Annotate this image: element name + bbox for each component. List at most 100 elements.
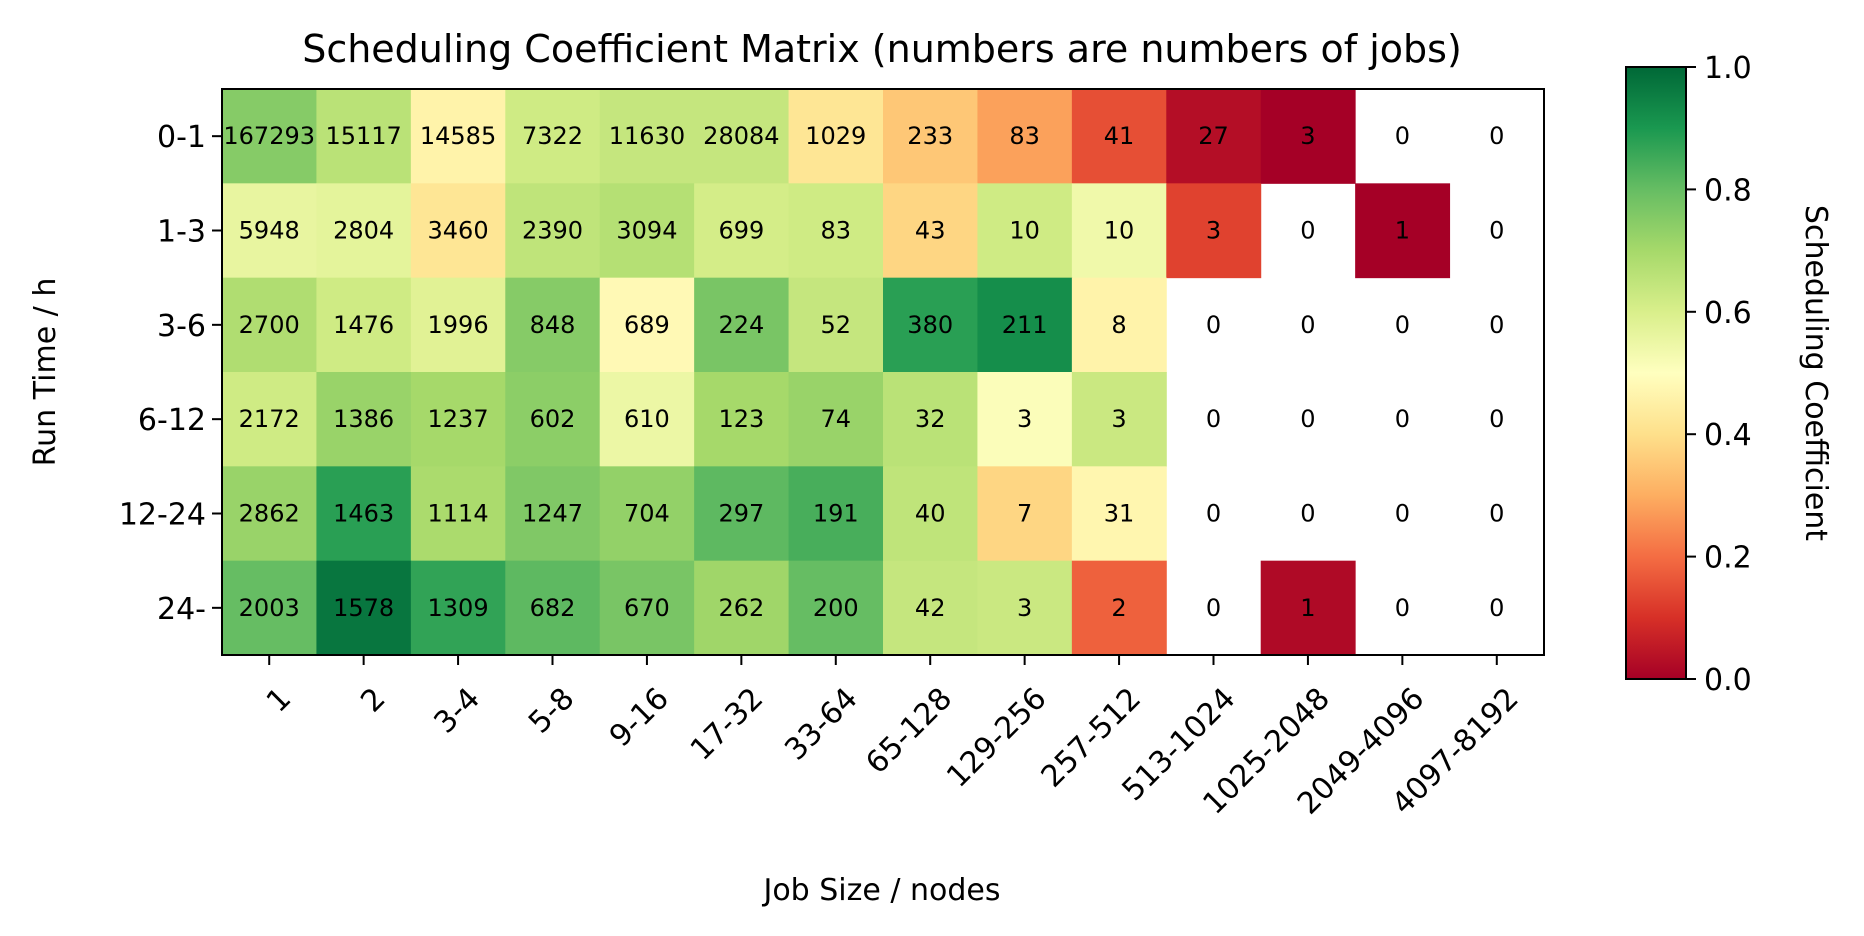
heatmap-cell [694,183,790,279]
cell-value: 1114 [428,500,489,528]
cell-value: 0 [1395,405,1410,433]
colorbar-tick-label: 0.2 [1704,541,1752,576]
colorbar-label: Scheduling Coefficient [1798,205,1833,541]
cell-value: 602 [530,405,576,433]
cell-value: 1578 [333,594,394,622]
cell-value: 31 [1104,500,1135,528]
cell-value: 224 [718,311,764,339]
cell-value: 3 [1017,405,1032,433]
cell-value: 0 [1489,405,1504,433]
cell-value: 41 [1104,122,1135,150]
cell-value: 3460 [428,217,489,245]
heatmap-cell [410,466,506,562]
cell-value: 28084 [703,122,779,150]
cell-value: 0 [1206,594,1221,622]
cell-value: 3 [1017,594,1032,622]
heatmap-cell [410,89,506,184]
x-tick-label: 3-4 [428,681,487,740]
cell-value: 14585 [420,122,496,150]
cell-value: 7322 [522,122,583,150]
cell-value: 2862 [239,500,300,528]
cell-value: 3 [1206,217,1221,245]
cell-value: 3 [1111,405,1126,433]
cell-value: 123 [718,405,764,433]
cell-value: 0 [1300,311,1315,339]
y-tick-label: 3-6 [157,309,206,344]
heatmap-cell [883,466,978,562]
cell-value: 689 [624,311,670,339]
y-axis-ticks: 0-1 1-3 3-6 6-12 12-24 24- [119,120,222,627]
cell-value: 0 [1206,500,1221,528]
heatmap-cell [505,183,601,279]
heatmap-cell [1260,560,1356,656]
heatmap-cell [694,89,790,184]
x-tick-label: 9-16 [603,681,676,754]
cell-value: 1996 [428,311,489,339]
heatmap-cell [599,89,695,184]
cell-value: 0 [1395,122,1410,150]
heatmap-cell [1355,183,1451,279]
heatmap-cell [222,277,317,373]
heatmap-cell [599,466,695,562]
cell-value: 2804 [333,217,394,245]
cell-value: 8 [1111,311,1126,339]
cell-value: 200 [813,594,859,622]
cell-value: 1 [1395,217,1410,245]
heatmap-cell [410,183,506,279]
cell-value: 40 [915,500,946,528]
heatmap-cell [1071,466,1167,562]
x-tick-label: 2 [354,681,392,719]
cell-value: 0 [1206,311,1221,339]
colorbar: 0.0 0.2 0.4 0.6 0.8 1.0 Scheduling Coefficien… [1625,51,1833,698]
cell-value: 0 [1489,500,1504,528]
cell-value: 191 [813,500,859,528]
cell-value: 699 [718,217,764,245]
heatmap-cell [977,277,1073,373]
y-tick-label: 0-1 [157,120,206,155]
cell-value: 0 [1395,500,1410,528]
cell-value: 0 [1300,500,1315,528]
chart-title: Scheduling Coefficient Matrix (numbers a… [302,27,1462,71]
cell-value: 27 [1198,122,1229,150]
heatmap-cell [599,277,695,373]
x-tick-label: 1 [260,681,298,719]
cell-value: 74 [821,405,852,433]
heatmap-cell [977,466,1073,562]
cell-value: 0 [1395,311,1410,339]
x-tick-label: 33-64 [778,681,864,767]
cell-value: 1029 [805,122,866,150]
cell-value: 0 [1489,311,1504,339]
heatmap-cell [599,560,695,656]
colorbar-tick-label: 0.4 [1704,418,1752,453]
cell-value: 0 [1489,217,1504,245]
cell-value: 0 [1300,217,1315,245]
cell-value: 2390 [522,217,583,245]
cell-value: 704 [624,500,670,528]
heatmap-cell [1166,89,1262,184]
heatmap-cell [1071,277,1167,373]
colorbar-ticks: 0.0 0.2 0.4 0.6 0.8 1.0 [1686,51,1752,698]
heatmap-cell [883,89,978,184]
cell-value: 3094 [616,217,677,245]
heatmap-cell [1071,183,1167,279]
cell-value: 0 [1206,405,1221,433]
cell-value: 83 [821,217,852,245]
cell-value: 7 [1017,500,1032,528]
cell-value: 1476 [333,311,394,339]
heatmap-cell [316,560,412,656]
cell-value: 1247 [522,500,583,528]
cell-value: 1309 [428,594,489,622]
heatmap-cell [694,560,790,656]
heatmap-cell [599,183,695,279]
cell-value: 610 [624,405,670,433]
cell-value: 262 [718,594,764,622]
heatmap-cell [1166,183,1262,279]
heatmap-cell [316,183,412,279]
heatmap-cell [977,372,1073,467]
cell-value: 0 [1300,405,1315,433]
heatmap-cell [788,183,884,279]
cell-value: 297 [718,500,764,528]
cell-value: 0 [1489,122,1504,150]
heatmap-cell [505,466,601,562]
